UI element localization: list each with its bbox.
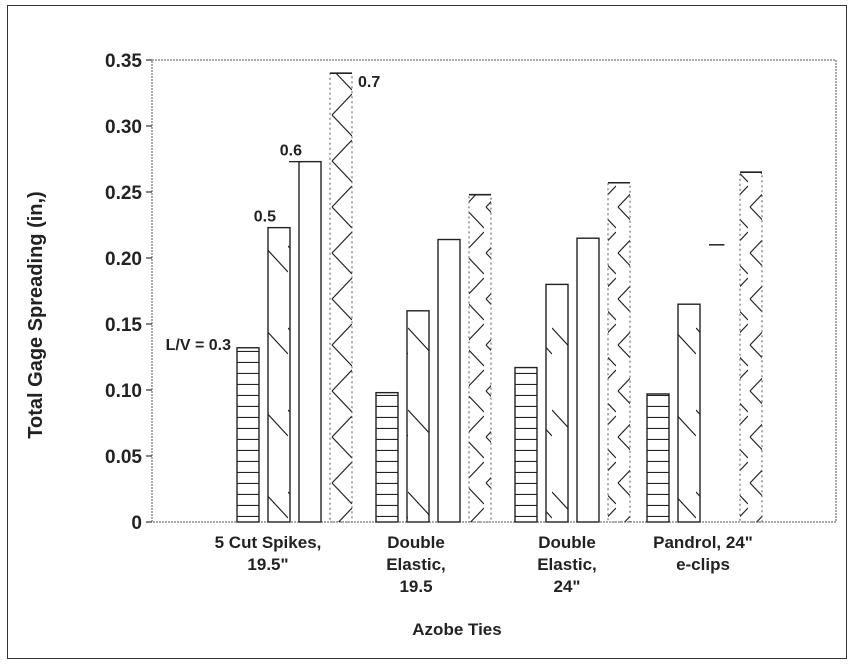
bar	[514, 366, 538, 523]
bar	[576, 237, 600, 523]
category-label: Double Elastic, 19.5	[386, 533, 446, 596]
category-label: 5 Cut Spikes, 19.5"	[214, 533, 322, 574]
bar-data-label: 0.7	[358, 74, 380, 91]
bar	[739, 171, 763, 523]
bar-data-label: 0.5	[254, 209, 276, 226]
chart-frame	[7, 5, 847, 659]
y-tick-label: 0.25	[105, 183, 142, 204]
plot-border	[151, 59, 837, 523]
category-label: Double Elastic, 24"	[537, 533, 597, 596]
bar	[267, 226, 291, 523]
bar	[677, 303, 701, 523]
category-label: Pandrol, 24" e-clips	[653, 533, 753, 574]
bar	[607, 182, 631, 523]
y-tick-label: 0.35	[105, 51, 142, 72]
x-axis-label: Azobe Ties	[412, 620, 502, 639]
bar	[375, 391, 399, 523]
y-tick-label: 0	[131, 513, 142, 534]
bar	[646, 393, 670, 523]
bar	[468, 194, 492, 523]
y-tick-label: 0.05	[105, 447, 142, 468]
axes: 0 0.05 0.10 0.15 0.20 0.25 0.30 0.35	[105, 51, 837, 534]
bars	[236, 72, 763, 523]
bar	[406, 310, 430, 523]
bar	[236, 347, 260, 523]
bar	[545, 283, 569, 523]
bar-labels: L/V = 0.3 0.5 0.6 0.7	[166, 74, 381, 354]
y-tick-label: 0.10	[105, 381, 142, 402]
y-tick-label: 0.15	[105, 315, 142, 336]
bar-data-label: L/V = 0.3	[166, 337, 231, 354]
bar-data-label: 0.6	[280, 143, 302, 160]
y-tick-label: 0.30	[105, 117, 142, 138]
y-axis-label: Total Gage Spreading (in,)	[25, 191, 47, 438]
y-tick-label: 0.20	[105, 249, 142, 270]
bar	[329, 72, 353, 523]
bar	[437, 238, 461, 523]
bar	[298, 160, 322, 523]
